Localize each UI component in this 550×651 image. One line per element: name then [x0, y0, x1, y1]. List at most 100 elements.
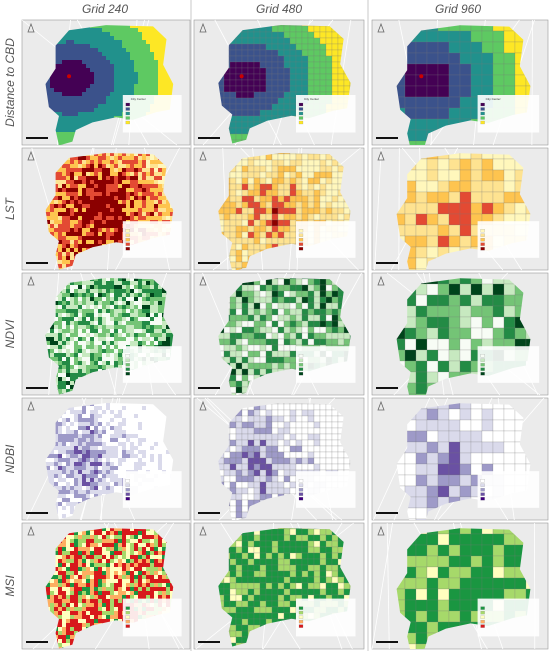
grid-cell — [253, 115, 261, 123]
grid-cell — [90, 244, 94, 248]
grid-cell — [78, 176, 82, 180]
grid-cell — [241, 177, 249, 185]
grid-cell — [74, 172, 78, 176]
grid-cell — [126, 208, 130, 212]
grid-cell — [74, 252, 78, 256]
grid-cell — [229, 189, 237, 197]
grid-cell — [265, 237, 273, 245]
grid-cell — [106, 88, 110, 92]
grid-cell — [106, 232, 110, 236]
grid-cell — [134, 281, 138, 285]
grid-cell — [313, 201, 321, 209]
grid-cell — [106, 56, 110, 60]
grid-cell — [265, 79, 273, 87]
grid-cell — [98, 52, 102, 56]
grid-cell — [74, 289, 78, 293]
grid-cell — [54, 325, 58, 329]
grid-cell — [50, 80, 54, 84]
grid-cell — [62, 96, 66, 100]
grid-cell — [134, 64, 138, 68]
grid-cell — [110, 76, 114, 80]
grid-cell — [126, 184, 130, 188]
grid-cell — [74, 84, 78, 88]
grid-cell — [118, 100, 122, 104]
grid-cell — [158, 52, 162, 56]
grid-cell — [295, 177, 303, 185]
grid-cell — [82, 281, 86, 285]
grid-cell — [78, 317, 82, 321]
grid-cell — [78, 180, 82, 184]
grid-cell — [110, 293, 114, 297]
grid-cell — [319, 79, 327, 87]
grid-cell — [94, 192, 98, 196]
grid-cell — [150, 44, 154, 48]
grid-cell — [98, 240, 102, 244]
grid-cell — [94, 88, 98, 92]
grid-cell — [415, 52, 428, 65]
grid-cell — [283, 37, 291, 45]
grid-cell — [98, 104, 102, 108]
grid-cell — [110, 104, 114, 108]
grid-cell — [94, 172, 98, 176]
grid-cell — [235, 121, 243, 129]
grid-cell — [158, 285, 162, 289]
grid-cell — [62, 188, 66, 192]
grid-cell — [54, 184, 58, 188]
grid-cell — [110, 309, 114, 313]
grid-cell — [146, 60, 150, 64]
grid-cell — [146, 164, 150, 168]
grid-cell — [404, 268, 417, 270]
grid-cell — [126, 277, 130, 281]
grid-cell — [126, 216, 130, 220]
grid-cell — [138, 52, 142, 56]
grid-cell — [126, 84, 130, 88]
grid-cell — [86, 60, 90, 64]
grid-cell — [150, 277, 154, 281]
grid-cell — [58, 268, 62, 270]
grid-cell — [150, 313, 154, 317]
grid-cell — [459, 235, 472, 248]
grid-cell — [50, 204, 54, 208]
grid-cell — [277, 25, 285, 33]
grid-cell — [301, 37, 309, 45]
grid-cell — [102, 56, 106, 60]
grid-cell — [114, 240, 118, 244]
grid-cell — [437, 158, 450, 171]
grid-cell — [98, 216, 102, 220]
grid-cell — [158, 164, 162, 168]
grid-cell — [146, 88, 150, 92]
grid-cell — [126, 305, 130, 309]
grid-cell — [58, 60, 62, 64]
grid-cell — [142, 212, 146, 216]
grid-cell — [82, 208, 86, 212]
grid-cell — [241, 121, 249, 129]
grid-cell — [54, 60, 58, 64]
grid-cell — [229, 67, 237, 75]
grid-cell — [74, 60, 78, 64]
grid-cell — [154, 196, 158, 200]
map-panel — [21, 147, 191, 271]
grid-cell — [126, 152, 130, 156]
grid-cell — [114, 68, 118, 72]
grid-cell — [102, 317, 106, 321]
grid-cell — [492, 41, 505, 54]
grid-cell — [114, 52, 118, 56]
grid-cell — [62, 76, 66, 80]
grid-cell — [247, 109, 255, 117]
grid-cell — [259, 201, 267, 209]
grid-cell — [459, 191, 472, 204]
grid-cell — [58, 188, 62, 192]
grid-cell — [102, 285, 106, 289]
grid-cell — [265, 195, 273, 203]
legend-box — [296, 221, 356, 258]
grid-cell — [459, 30, 472, 43]
grid-cell — [158, 184, 162, 188]
grid-cell — [241, 31, 249, 39]
grid-cell — [130, 309, 134, 313]
grid-cell — [130, 68, 134, 72]
grid-cell — [58, 224, 62, 228]
grid-cell — [66, 216, 70, 220]
grid-cell — [62, 256, 66, 260]
grid-cell — [146, 172, 150, 176]
grid-cell — [481, 180, 494, 193]
